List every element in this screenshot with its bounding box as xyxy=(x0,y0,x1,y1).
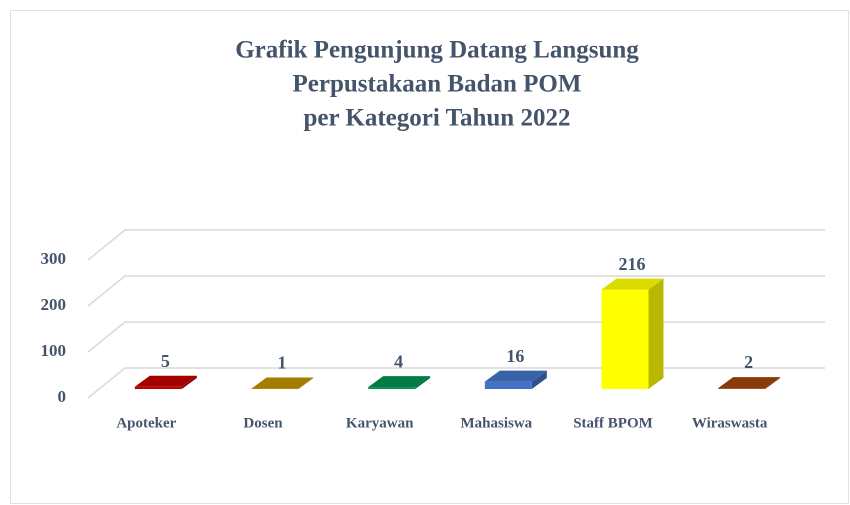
value-label: 16 xyxy=(506,346,524,366)
y-tick-label: 300 xyxy=(41,249,67,268)
bar xyxy=(601,278,664,389)
bar-face xyxy=(765,377,781,389)
bar-face xyxy=(648,278,664,389)
bar xyxy=(368,376,431,389)
bar-face xyxy=(298,377,314,389)
bar-face xyxy=(368,376,431,388)
value-label: 2 xyxy=(744,352,753,372)
bar-face xyxy=(484,381,532,389)
chart-title: Grafik Pengunjung Datang Langsung xyxy=(235,37,639,64)
bar-face xyxy=(718,377,781,389)
bar xyxy=(718,377,781,389)
bar-face xyxy=(251,377,314,389)
x-tick-label: Staff BPOM xyxy=(573,415,653,431)
y-tick-label: 200 xyxy=(41,295,67,314)
grid-line xyxy=(87,321,825,353)
bar-face xyxy=(134,375,197,387)
x-tick-label: Wiraswasta xyxy=(692,415,768,431)
y-tick-label: 0 xyxy=(58,387,67,406)
value-label: 1 xyxy=(278,353,287,373)
bar-face xyxy=(718,388,766,389)
bar-face xyxy=(415,376,431,389)
bar-face xyxy=(531,370,547,389)
bar xyxy=(251,377,314,389)
value-label: 4 xyxy=(394,351,403,371)
bar xyxy=(134,375,197,389)
grid-line xyxy=(87,275,825,307)
bar-face xyxy=(601,278,664,290)
x-tick-label: Dosen xyxy=(243,415,283,431)
bar-face xyxy=(134,386,182,389)
bar-face xyxy=(368,387,416,389)
bar-face xyxy=(484,370,547,382)
x-tick-label: Apoteker xyxy=(116,415,176,431)
chart-title: per Kategori Tahun 2022 xyxy=(304,105,571,132)
x-tick-label: Mahasiswa xyxy=(460,415,532,431)
y-tick-label: 100 xyxy=(41,341,67,360)
grid-line xyxy=(87,367,825,399)
bar-face xyxy=(181,375,197,389)
bar xyxy=(484,370,547,389)
frame xyxy=(10,10,849,504)
chart-title: Perpustakaan Badan POM xyxy=(293,71,582,98)
bar-face xyxy=(601,289,649,389)
value-label: 216 xyxy=(619,254,646,274)
x-tick-label: Karyawan xyxy=(346,415,414,431)
value-label: 5 xyxy=(161,351,170,371)
grid-line xyxy=(87,229,825,261)
